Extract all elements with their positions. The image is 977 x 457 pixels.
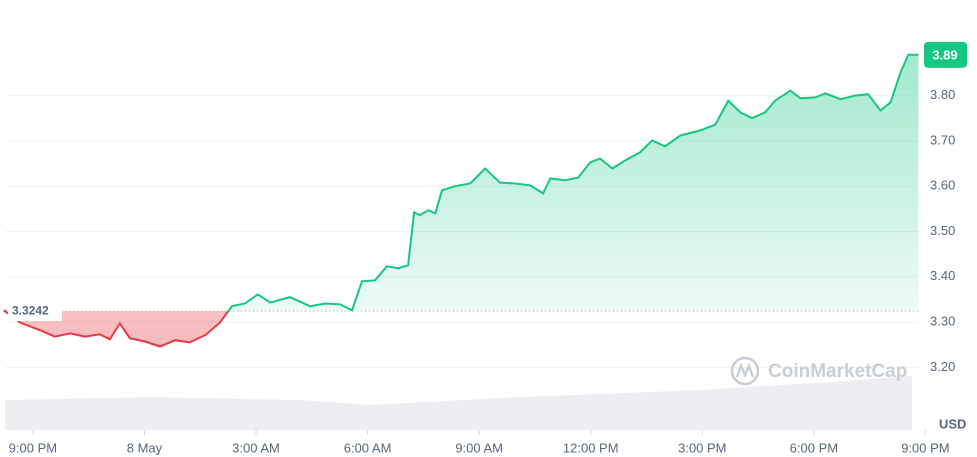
area-up	[228, 54, 919, 312]
y-tick-label: 3.50	[930, 223, 955, 238]
x-tick-label: 6:00 PM	[790, 440, 838, 455]
y-tick-label: 3.20	[930, 359, 955, 374]
y-tick-label: 3.70	[930, 132, 955, 147]
volume-background	[5, 376, 912, 430]
x-tick-label: 8 May	[127, 440, 163, 455]
x-tick-label: 3:00 AM	[232, 440, 280, 455]
y-tick-label: 3.40	[930, 268, 955, 283]
x-tick-label: 9:00 AM	[455, 440, 503, 455]
y-tick-label: 3.80	[930, 87, 955, 102]
y-tick-label: 3.60	[930, 178, 955, 193]
area-down	[5, 311, 919, 347]
x-tick-label: 9:00 PM	[9, 440, 57, 455]
y-tick-label: 3.30	[930, 313, 955, 328]
watermark-text: CoinMarketCap	[768, 361, 907, 382]
baseline-label-bg	[8, 301, 62, 322]
price-badge-label: 3.89	[932, 47, 957, 62]
watermark: CoinMarketCap	[730, 356, 907, 386]
baseline-dot	[3, 309, 7, 313]
y-unit: USD	[939, 416, 966, 431]
price-line	[4, 311, 353, 348]
x-tick-label: 9:00 PM	[901, 440, 949, 455]
x-tick-label: 6:00 AM	[344, 440, 392, 455]
x-tick-label: 3:00 PM	[678, 440, 726, 455]
x-tick-label: 12:00 PM	[563, 440, 619, 455]
price-line	[5, 53, 919, 312]
baseline-label: 3.3242	[12, 303, 49, 317]
price-badge	[924, 41, 967, 68]
